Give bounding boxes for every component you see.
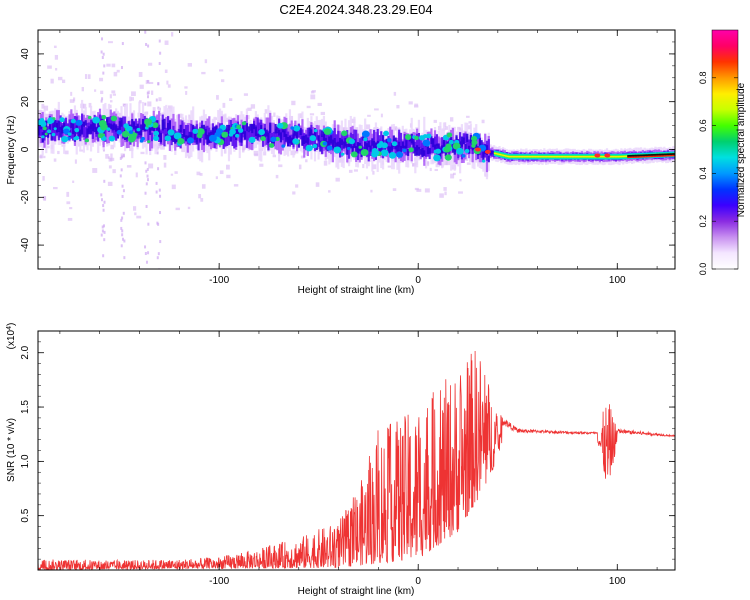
x-tick-label: -100 <box>209 275 229 286</box>
x-tick-label: 0 <box>415 275 421 286</box>
x-tick-label: 0 <box>415 576 421 587</box>
x-tick-label: -100 <box>209 576 229 587</box>
colorbar-tick-label: 0.8 <box>698 72 708 85</box>
y-tick-label: 1.0 <box>20 454 31 468</box>
colorbar-label: Normalized spectral amplitude <box>736 82 747 217</box>
spectrogram-axes: -100 0 100 -40 -20 0 20 40 <box>20 29 675 286</box>
x-tick-label: 100 <box>609 275 626 286</box>
colorbar-tick-label: 0.6 <box>698 119 708 132</box>
y-tick-label: 0 <box>20 146 31 152</box>
y-tick-label: 0.5 <box>20 508 31 522</box>
snr-y-multiplier: (x104) <box>6 323 18 350</box>
colorbar-tick-label: 0.0 <box>698 263 708 276</box>
y-tick-label: 40 <box>20 48 31 60</box>
snr-axes: -100 0 100 0.5 1.0 1.5 2.0 <box>20 330 675 587</box>
colorbar-ticks: 0.0 0.2 0.4 0.6 0.8 <box>698 72 738 276</box>
y-tick-label: 20 <box>20 96 31 108</box>
figure-title: C2E4.2024.348.23.29.E04 <box>279 2 432 17</box>
colorbar-scale <box>711 29 739 270</box>
snr-x-label: Height of straight line (km) <box>298 586 415 597</box>
spectrogram-x-label: Height of straight line (km) <box>298 285 415 296</box>
colorbar-tick-label: 0.4 <box>698 167 708 180</box>
y-tick-label: -20 <box>20 190 31 205</box>
spectrogram-panel: -100 0 100 -40 -20 0 20 40 Height of straight l… <box>6 29 676 296</box>
y-tick-label: 2.0 <box>20 345 31 359</box>
spectrogram-y-label: Frequency (Hz) <box>6 116 17 185</box>
colorbar: 0.0 0.2 0.4 0.6 0.8 Normalized spectral ampl… <box>698 29 747 276</box>
spectrogram-ridge <box>38 30 675 269</box>
snr-series-line <box>38 350 675 570</box>
y-tick-label: -40 <box>20 237 31 252</box>
y-tick-label: 1.5 <box>20 400 31 414</box>
snr-y-label: SNR (10 * v/v) <box>6 418 17 482</box>
x-tick-label: 100 <box>609 576 626 587</box>
snr-panel: -100 0 100 0.5 1.0 1.5 2.0 Height of straight … <box>6 323 676 597</box>
colorbar-tick-label: 0.2 <box>698 215 708 228</box>
